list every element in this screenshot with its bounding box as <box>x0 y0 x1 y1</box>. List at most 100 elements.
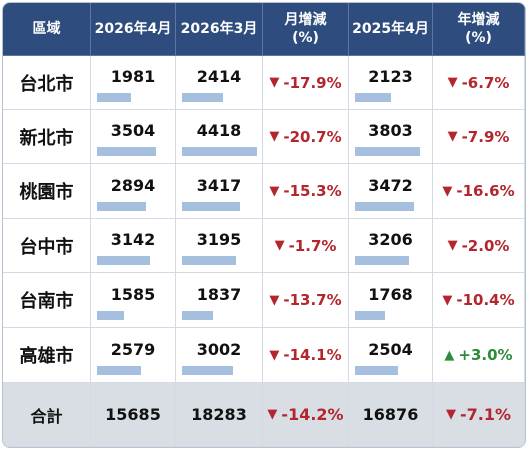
header-cell-text: 2026年4月 <box>94 21 172 37</box>
cell-text: 2504 <box>368 339 413 359</box>
cell-text: 2579 <box>110 339 156 359</box>
cell-text: -14.2% <box>281 405 344 424</box>
cell-text: 3002 <box>196 339 242 359</box>
region-cell: 高雄市 <box>3 328 91 383</box>
cell-text: -7.9% <box>461 127 510 146</box>
cell-text: 3206 <box>368 230 413 249</box>
value-bar <box>182 147 257 156</box>
cell-text: 3142 <box>110 230 156 249</box>
value-cell: 2123 <box>349 56 433 110</box>
value-cell: 3195 <box>176 219 263 273</box>
region-cell: 合計 <box>3 383 91 447</box>
value-cell: 3002 <box>176 328 263 383</box>
header-cell-text: 2025年4月 <box>352 21 429 37</box>
cell-text: 18283 <box>191 405 247 424</box>
value-cell: 18283 <box>176 383 263 447</box>
region-cell: 台北市 <box>3 56 91 110</box>
header-cell: 區域 <box>3 3 91 56</box>
change-cell: ▼ -16.6% <box>433 164 525 219</box>
value-cell: 16876 <box>349 383 433 447</box>
cell-text: 1585 <box>110 284 156 304</box>
cell-text: 2123 <box>368 67 413 86</box>
value-bar <box>355 256 410 265</box>
value-bar <box>182 93 223 102</box>
value-bar <box>355 366 398 375</box>
cell-text: -16.6% <box>456 182 515 200</box>
cell-text: -1.7% <box>288 236 337 255</box>
value-bar <box>355 311 385 320</box>
change-cell: ▼ -20.7% <box>263 110 349 164</box>
value-bar <box>355 93 392 102</box>
cell-text: 2894 <box>110 175 156 195</box>
value-bar <box>97 311 124 320</box>
header-cell-text: 年增減 (%) <box>457 12 500 46</box>
region-cell: 台南市 <box>3 273 91 328</box>
change-arrow: ▼ <box>447 238 458 253</box>
change-arrow: ▼ <box>445 407 456 422</box>
value-cell: 15685 <box>91 383 176 447</box>
value-bar <box>97 93 131 102</box>
cell-text: 4418 <box>196 121 242 140</box>
change-cell: ▼ -13.7% <box>263 273 349 328</box>
change-arrow: ▼ <box>442 183 453 199</box>
change-cell: ▼ -14.2% <box>263 383 349 447</box>
value-cell: 3803 <box>349 110 433 164</box>
cell-text: 新北市 <box>19 127 74 149</box>
value-cell: 2504 <box>349 328 433 383</box>
change-cell: ▼ -14.1% <box>263 328 349 383</box>
value-cell: 2414 <box>176 56 263 110</box>
cell-text: -20.7% <box>283 127 342 146</box>
cell-text: -7.1% <box>459 405 511 424</box>
cell-text: 桃園市 <box>19 182 74 203</box>
value-bar <box>97 366 141 375</box>
change-cell: ▼ -10.4% <box>433 273 525 328</box>
change-cell: ▼ -15.3% <box>263 164 349 219</box>
change-arrow: ▼ <box>267 407 278 422</box>
cell-text: -15.3% <box>283 182 342 200</box>
value-bar <box>355 202 414 211</box>
header-cell: 2025年4月 <box>349 3 433 56</box>
region-cell: 桃園市 <box>3 164 91 219</box>
cell-text: 1768 <box>368 284 413 304</box>
change-cell: ▼ -7.9% <box>433 110 525 164</box>
cell-text: -10.4% <box>456 291 515 309</box>
header-cell: 2026年4月 <box>91 3 176 56</box>
change-arrow: ▼ <box>274 238 285 253</box>
region-cell: 新北市 <box>3 110 91 164</box>
cell-text: 15685 <box>105 405 161 424</box>
value-bar <box>97 256 151 265</box>
change-cell: ▼ -2.0% <box>433 219 525 273</box>
cell-text: 台南市 <box>19 291 74 312</box>
value-bar <box>97 147 157 156</box>
change-cell: ▼ -6.7% <box>433 56 525 110</box>
cell-text: -2.0% <box>461 236 510 255</box>
value-cell: 3504 <box>91 110 176 164</box>
header-cell-text: 2026年3月 <box>180 21 258 37</box>
cell-text: 合計 <box>30 406 63 426</box>
cell-text: -13.7% <box>283 291 342 309</box>
cell-text: 3803 <box>368 121 413 140</box>
header-cell: 月增減 (%) <box>263 3 349 56</box>
cell-text: 3504 <box>110 121 156 140</box>
value-cell: 2894 <box>91 164 176 219</box>
cell-text: 2414 <box>196 67 242 86</box>
change-cell: ▼ -1.7% <box>263 219 349 273</box>
value-cell: 1768 <box>349 273 433 328</box>
value-cell: 1837 <box>176 273 263 328</box>
change-arrow: ▼ <box>447 129 458 144</box>
header-cell: 2026年3月 <box>176 3 263 56</box>
change-arrow: ▲ <box>444 347 455 363</box>
cell-text: 1981 <box>110 67 156 86</box>
cell-text: 台北市 <box>19 73 74 95</box>
change-arrow: ▼ <box>269 292 280 308</box>
header-cell-text: 區域 <box>32 21 61 37</box>
value-bar <box>355 147 420 156</box>
cell-text: -14.1% <box>283 346 342 364</box>
change-arrow: ▼ <box>269 129 280 144</box>
value-bar <box>182 256 237 265</box>
cell-text: 3195 <box>196 230 242 249</box>
cell-text: 16876 <box>362 405 419 424</box>
value-cell: 2579 <box>91 328 176 383</box>
value-bar <box>97 202 147 211</box>
